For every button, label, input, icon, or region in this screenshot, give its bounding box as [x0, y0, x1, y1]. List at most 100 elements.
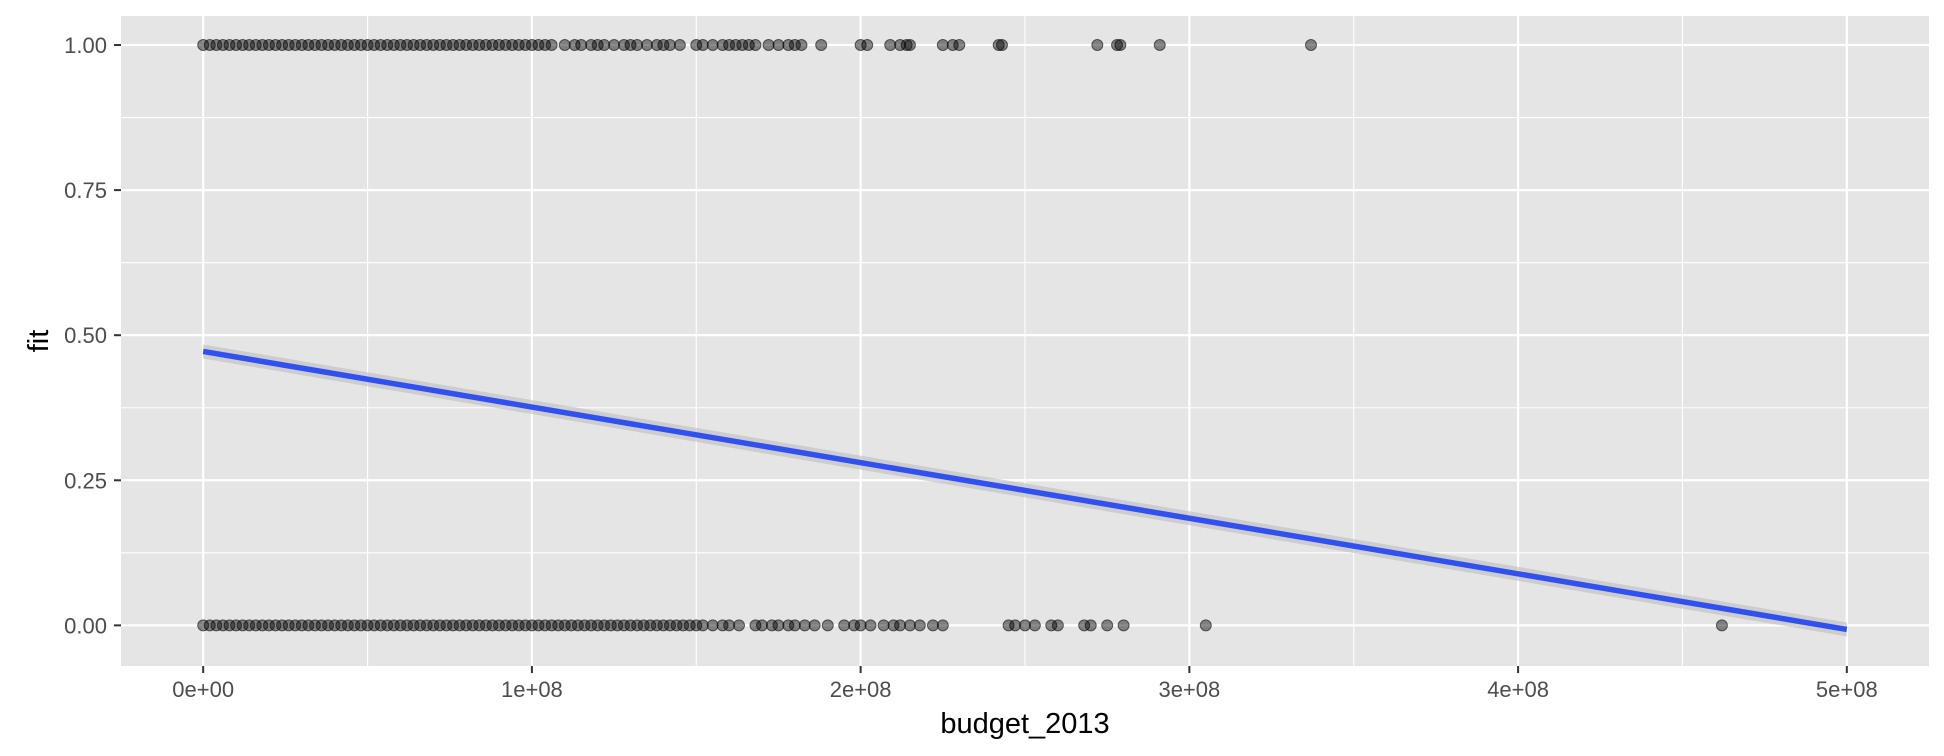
data-point	[644, 619, 657, 632]
data-point	[772, 39, 785, 52]
data-point	[223, 39, 236, 52]
data-point	[315, 39, 328, 52]
data-point	[289, 619, 302, 632]
data-point	[733, 619, 746, 632]
data-point	[795, 39, 808, 52]
data-point	[608, 39, 621, 52]
data-point	[782, 619, 795, 632]
data-point	[1084, 619, 1097, 632]
data-point	[578, 619, 591, 632]
data-point	[848, 619, 861, 632]
data-point	[772, 619, 785, 632]
data-point	[322, 619, 335, 632]
data-point	[558, 619, 571, 632]
data-point	[473, 39, 486, 52]
data-point	[864, 619, 877, 632]
data-point	[729, 39, 742, 52]
data-point	[1078, 619, 1091, 632]
data-point	[447, 39, 460, 52]
data-point	[400, 619, 413, 632]
x-tick-label: 3e+08	[1158, 677, 1220, 702]
data-point	[765, 619, 778, 632]
x-tick-label: 4e+08	[1487, 677, 1549, 702]
data-point	[243, 39, 256, 52]
data-point	[663, 39, 676, 52]
data-point	[650, 39, 663, 52]
data-point	[407, 39, 420, 52]
data-point	[335, 39, 348, 52]
data-point	[995, 39, 1008, 52]
data-point	[1045, 619, 1058, 632]
data-point	[663, 619, 676, 632]
data-point	[440, 619, 453, 632]
data-point	[808, 619, 821, 632]
data-point	[821, 619, 834, 632]
data-point	[519, 619, 532, 632]
data-point	[696, 619, 709, 632]
data-point	[798, 619, 811, 632]
data-point	[1304, 39, 1317, 52]
x-axis: 0e+00 1e+08 2e+08 3e+08 4e+08 5e+08	[172, 666, 1878, 702]
data-point	[433, 39, 446, 52]
data-point	[782, 39, 795, 52]
data-point	[690, 619, 703, 632]
data-point	[723, 39, 736, 52]
data-point	[903, 39, 916, 52]
data-point	[394, 39, 407, 52]
data-point	[354, 39, 367, 52]
y-axis-title: fit	[23, 330, 55, 353]
data-point	[453, 619, 466, 632]
data-point	[854, 39, 867, 52]
data-point	[913, 619, 926, 632]
data-point	[854, 619, 867, 632]
data-point	[230, 39, 243, 52]
data-point	[420, 619, 433, 632]
data-point	[506, 39, 519, 52]
y-tick-label: 1.00	[64, 33, 107, 58]
trend-line-group	[202, 344, 1848, 637]
data-point	[545, 39, 558, 52]
data-point	[1028, 619, 1041, 632]
data-point	[690, 39, 703, 52]
data-point	[525, 619, 538, 632]
data-point	[249, 39, 262, 52]
data-point	[926, 619, 939, 632]
data-point	[723, 619, 736, 632]
data-point	[381, 619, 394, 632]
data-point	[749, 619, 762, 632]
data-point	[341, 619, 354, 632]
data-point	[545, 619, 558, 632]
data-point	[322, 39, 335, 52]
data-point	[210, 619, 223, 632]
data-point	[1111, 39, 1124, 52]
data-point	[493, 619, 506, 632]
data-point	[381, 39, 394, 52]
y-tick-label: 0.00	[64, 613, 107, 638]
data-point	[624, 39, 637, 52]
data-point	[236, 39, 249, 52]
data-point	[453, 39, 466, 52]
x-tick-label: 1e+08	[501, 677, 563, 702]
data-point	[374, 39, 387, 52]
y-axis: 0.00 0.25 0.50 0.75 1.00	[64, 33, 121, 638]
data-point	[631, 39, 644, 52]
data-point	[877, 619, 890, 632]
data-point	[756, 619, 769, 632]
data-point	[512, 619, 525, 632]
data-point	[657, 39, 670, 52]
data-point	[460, 619, 473, 632]
trend-line	[202, 348, 1848, 633]
data-point	[440, 39, 453, 52]
data-point	[887, 619, 900, 632]
data-point	[479, 39, 492, 52]
data-point	[447, 619, 460, 632]
data-point	[203, 619, 216, 632]
data-point	[276, 39, 289, 52]
data-point	[341, 39, 354, 52]
data-point	[575, 39, 588, 52]
x-tick-label: 0e+00	[172, 677, 234, 702]
data-point	[585, 39, 598, 52]
data-point	[749, 39, 762, 52]
data-point	[953, 39, 966, 52]
